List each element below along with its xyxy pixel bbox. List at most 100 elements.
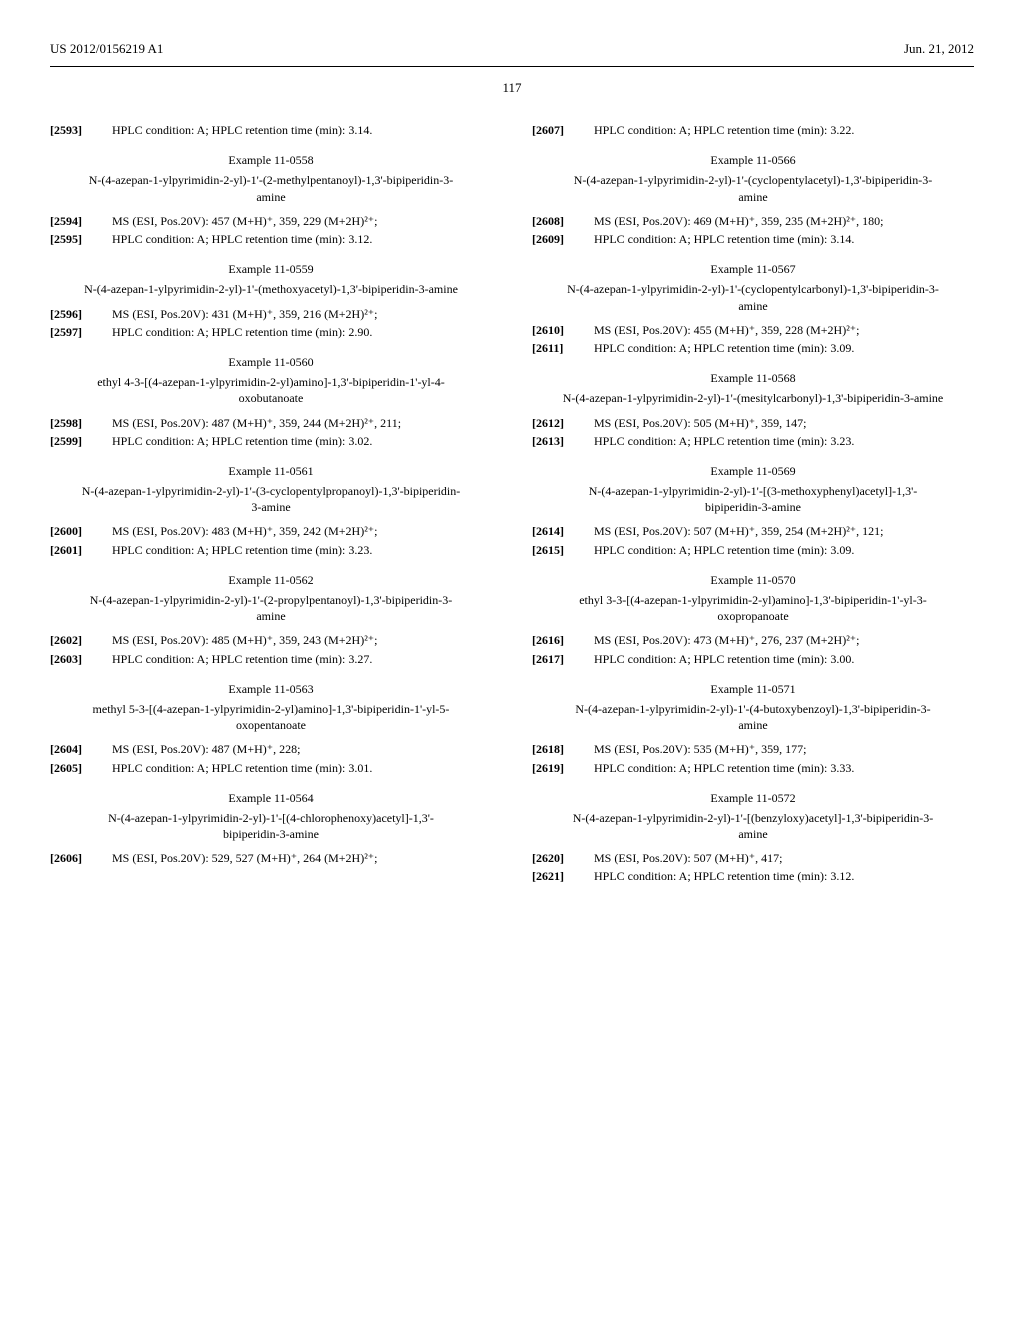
example-subtitle: N-(4-azepan-1-ylpyrimidin-2-yl)-1'-(2-me… — [50, 172, 492, 204]
paragraph-text: HPLC condition: A; HPLC retention time (… — [582, 868, 974, 884]
paragraph-number: [2613] — [532, 433, 582, 449]
example-subtitle: ethyl 3-3-[(4-azepan-1-ylpyrimidin-2-yl)… — [532, 592, 974, 624]
paragraph-entry: [2604]MS (ESI, Pos.20V): 487 (M+H)⁺, 228… — [50, 741, 492, 757]
paragraph-number: [2606] — [50, 850, 100, 866]
example-subtitle: N-(4-azepan-1-ylpyrimidin-2-yl)-1'-[(3-m… — [532, 483, 974, 515]
paragraph-text: MS (ESI, Pos.20V): 507 (M+H)⁺, 359, 254 … — [582, 523, 974, 539]
paragraph-number: [2602] — [50, 632, 100, 648]
paragraph-text: HPLC condition: A; HPLC retention time (… — [100, 433, 492, 449]
example-subtitle: N-(4-azepan-1-ylpyrimidin-2-yl)-1'-(2-pr… — [50, 592, 492, 624]
paragraph-number: [2620] — [532, 850, 582, 866]
paragraph-text: MS (ESI, Pos.20V): 487 (M+H)⁺, 359, 244 … — [100, 415, 492, 431]
paragraph-entry: [2619]HPLC condition: A; HPLC retention … — [532, 760, 974, 776]
example-title: Example 11-0566 — [532, 152, 974, 168]
paragraph-number: [2616] — [532, 632, 582, 648]
paragraph-entry: [2615]HPLC condition: A; HPLC retention … — [532, 542, 974, 558]
paragraph-number: [2610] — [532, 322, 582, 338]
paragraph-text: HPLC condition: A; HPLC retention time (… — [582, 651, 974, 667]
paragraph-text: HPLC condition: A; HPLC retention time (… — [582, 433, 974, 449]
paragraph-entry: [2609]HPLC condition: A; HPLC retention … — [532, 231, 974, 247]
header-rule — [50, 66, 974, 67]
paragraph-entry: [2618]MS (ESI, Pos.20V): 535 (M+H)⁺, 359… — [532, 741, 974, 757]
paragraph-entry: [2608]MS (ESI, Pos.20V): 469 (M+H)⁺, 359… — [532, 213, 974, 229]
paragraph-entry: [2596]MS (ESI, Pos.20V): 431 (M+H)⁺, 359… — [50, 306, 492, 322]
paragraph-entry: [2605]HPLC condition: A; HPLC retention … — [50, 760, 492, 776]
right-column: [2607]HPLC condition: A; HPLC retention … — [532, 120, 974, 887]
paragraph-text: MS (ESI, Pos.20V): 469 (M+H)⁺, 359, 235 … — [582, 213, 974, 229]
paragraph-text: HPLC condition: A; HPLC retention time (… — [100, 651, 492, 667]
example-title: Example 11-0561 — [50, 463, 492, 479]
content-columns: [2593]HPLC condition: A; HPLC retention … — [50, 120, 974, 887]
paragraph-entry: [2620]MS (ESI, Pos.20V): 507 (M+H)⁺, 417… — [532, 850, 974, 866]
paragraph-number: [2596] — [50, 306, 100, 322]
paragraph-entry: [2621]HPLC condition: A; HPLC retention … — [532, 868, 974, 884]
example-subtitle: methyl 5-3-[(4-azepan-1-ylpyrimidin-2-yl… — [50, 701, 492, 733]
paragraph-entry: [2617]HPLC condition: A; HPLC retention … — [532, 651, 974, 667]
left-column: [2593]HPLC condition: A; HPLC retention … — [50, 120, 492, 887]
paragraph-number: [2609] — [532, 231, 582, 247]
example-title: Example 11-0568 — [532, 370, 974, 386]
example-title: Example 11-0564 — [50, 790, 492, 806]
paragraph-text: MS (ESI, Pos.20V): 455 (M+H)⁺, 359, 228 … — [582, 322, 974, 338]
paragraph-entry: [2616]MS (ESI, Pos.20V): 473 (M+H)⁺, 276… — [532, 632, 974, 648]
paragraph-number: [2621] — [532, 868, 582, 884]
paragraph-number: [2599] — [50, 433, 100, 449]
paragraph-text: MS (ESI, Pos.20V): 507 (M+H)⁺, 417; — [582, 850, 974, 866]
paragraph-text: MS (ESI, Pos.20V): 485 (M+H)⁺, 359, 243 … — [100, 632, 492, 648]
example-subtitle: N-(4-azepan-1-ylpyrimidin-2-yl)-1'-(3-cy… — [50, 483, 492, 515]
example-title: Example 11-0569 — [532, 463, 974, 479]
paragraph-number: [2612] — [532, 415, 582, 431]
paragraph-entry: [2603]HPLC condition: A; HPLC retention … — [50, 651, 492, 667]
paragraph-text: HPLC condition: A; HPLC retention time (… — [582, 231, 974, 247]
paragraph-text: HPLC condition: A; HPLC retention time (… — [100, 760, 492, 776]
paragraph-number: [2611] — [532, 340, 582, 356]
paragraph-text: MS (ESI, Pos.20V): 473 (M+H)⁺, 276, 237 … — [582, 632, 974, 648]
paragraph-number: [2605] — [50, 760, 100, 776]
example-title: Example 11-0572 — [532, 790, 974, 806]
example-title: Example 11-0570 — [532, 572, 974, 588]
example-subtitle: N-(4-azepan-1-ylpyrimidin-2-yl)-1'-[(4-c… — [50, 810, 492, 842]
paragraph-entry: [2610]MS (ESI, Pos.20V): 455 (M+H)⁺, 359… — [532, 322, 974, 338]
example-subtitle: N-(4-azepan-1-ylpyrimidin-2-yl)-1'-(mesi… — [532, 390, 974, 406]
paragraph-text: MS (ESI, Pos.20V): 535 (M+H)⁺, 359, 177; — [582, 741, 974, 757]
paragraph-text: HPLC condition: A; HPLC retention time (… — [582, 760, 974, 776]
paragraph-entry: [2606]MS (ESI, Pos.20V): 529, 527 (M+H)⁺… — [50, 850, 492, 866]
paragraph-number: [2595] — [50, 231, 100, 247]
paragraph-number: [2617] — [532, 651, 582, 667]
paragraph-entry: [2601]HPLC condition: A; HPLC retention … — [50, 542, 492, 558]
example-title: Example 11-0571 — [532, 681, 974, 697]
paragraph-number: [2597] — [50, 324, 100, 340]
paragraph-entry: [2611]HPLC condition: A; HPLC retention … — [532, 340, 974, 356]
paragraph-text: HPLC condition: A; HPLC retention time (… — [100, 324, 492, 340]
paragraph-text: HPLC condition: A; HPLC retention time (… — [100, 122, 492, 138]
paragraph-entry: [2597]HPLC condition: A; HPLC retention … — [50, 324, 492, 340]
paragraph-entry: [2612]MS (ESI, Pos.20V): 505 (M+H)⁺, 359… — [532, 415, 974, 431]
paragraph-text: MS (ESI, Pos.20V): 431 (M+H)⁺, 359, 216 … — [100, 306, 492, 322]
paragraph-number: [2618] — [532, 741, 582, 757]
paragraph-text: HPLC condition: A; HPLC retention time (… — [582, 122, 974, 138]
example-title: Example 11-0558 — [50, 152, 492, 168]
paragraph-number: [2593] — [50, 122, 100, 138]
paragraph-text: MS (ESI, Pos.20V): 457 (M+H)⁺, 359, 229 … — [100, 213, 492, 229]
paragraph-entry: [2598]MS (ESI, Pos.20V): 487 (M+H)⁺, 359… — [50, 415, 492, 431]
example-title: Example 11-0562 — [50, 572, 492, 588]
paragraph-text: MS (ESI, Pos.20V): 483 (M+H)⁺, 359, 242 … — [100, 523, 492, 539]
page-number: 117 — [50, 79, 974, 97]
paragraph-entry: [2599]HPLC condition: A; HPLC retention … — [50, 433, 492, 449]
paragraph-entry: [2600]MS (ESI, Pos.20V): 483 (M+H)⁺, 359… — [50, 523, 492, 539]
paragraph-text: MS (ESI, Pos.20V): 529, 527 (M+H)⁺, 264 … — [100, 850, 492, 866]
page-header: US 2012/0156219 A1 Jun. 21, 2012 — [50, 40, 974, 58]
paragraph-number: [2601] — [50, 542, 100, 558]
paragraph-text: HPLC condition: A; HPLC retention time (… — [582, 542, 974, 558]
paragraph-entry: [2607]HPLC condition: A; HPLC retention … — [532, 122, 974, 138]
paragraph-text: MS (ESI, Pos.20V): 505 (M+H)⁺, 359, 147; — [582, 415, 974, 431]
paragraph-text: HPLC condition: A; HPLC retention time (… — [582, 340, 974, 356]
paragraph-number: [2619] — [532, 760, 582, 776]
example-subtitle: N-(4-azepan-1-ylpyrimidin-2-yl)-1'-[(ben… — [532, 810, 974, 842]
paragraph-number: [2604] — [50, 741, 100, 757]
example-subtitle: N-(4-azepan-1-ylpyrimidin-2-yl)-1'-(cycl… — [532, 172, 974, 204]
paragraph-entry: [2593]HPLC condition: A; HPLC retention … — [50, 122, 492, 138]
paragraph-number: [2594] — [50, 213, 100, 229]
example-title: Example 11-0567 — [532, 261, 974, 277]
paragraph-text: HPLC condition: A; HPLC retention time (… — [100, 231, 492, 247]
